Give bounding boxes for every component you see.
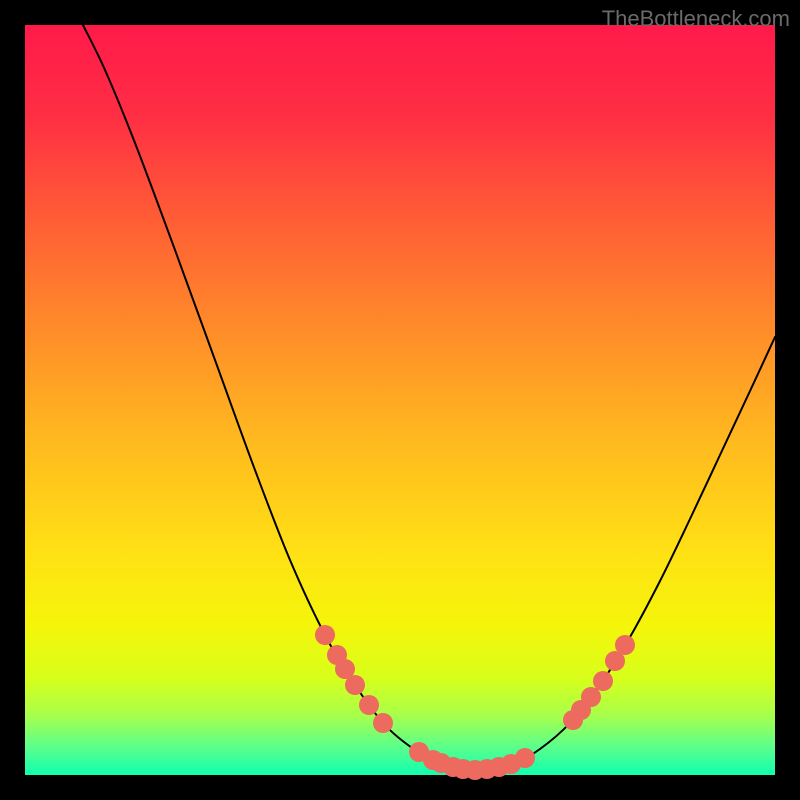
chart-frame (25, 25, 775, 775)
data-marker (315, 625, 335, 645)
data-marker (615, 635, 635, 655)
plot-area (25, 25, 775, 775)
data-marker (345, 675, 365, 695)
data-marker (359, 695, 379, 715)
data-marker (515, 748, 535, 768)
curve-layer (25, 25, 775, 775)
data-marker (373, 713, 393, 733)
bottleneck-curve (83, 25, 775, 770)
watermark-text: TheBottleneck.com (602, 6, 790, 32)
data-marker (593, 671, 613, 691)
